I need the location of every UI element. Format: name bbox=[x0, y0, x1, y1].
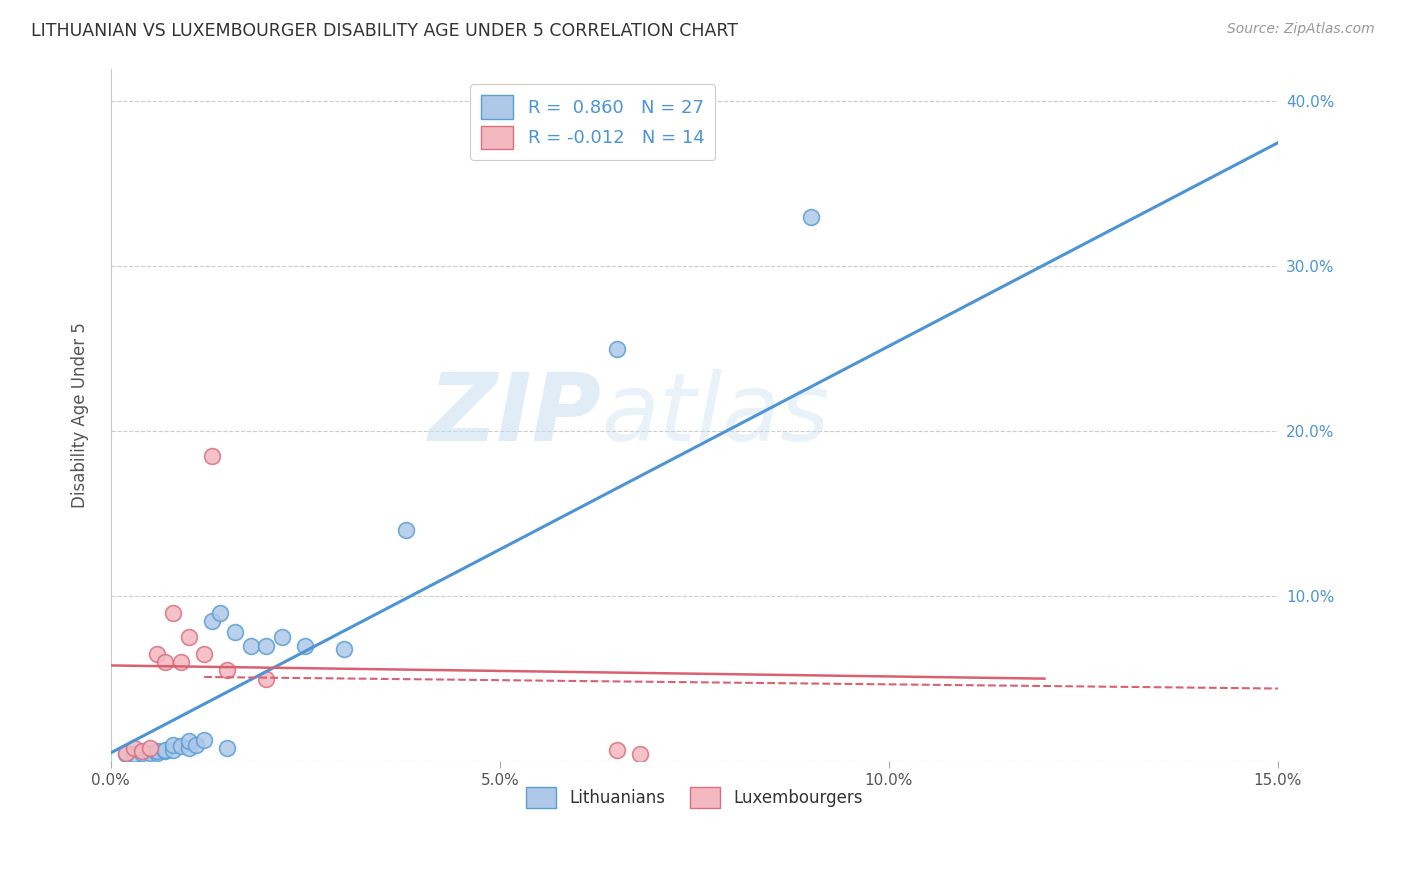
Point bbox=[395, 523, 418, 537]
Point bbox=[201, 614, 224, 628]
Point bbox=[333, 642, 356, 657]
Point bbox=[186, 738, 208, 752]
Point bbox=[628, 747, 651, 762]
Point bbox=[131, 744, 153, 758]
Point bbox=[193, 647, 215, 661]
Point bbox=[115, 747, 138, 762]
Point bbox=[193, 732, 215, 747]
Point bbox=[155, 744, 177, 758]
Legend: Lithuanians, Luxembourgers: Lithuanians, Luxembourgers bbox=[519, 780, 869, 815]
Point bbox=[217, 740, 239, 755]
Point bbox=[606, 342, 628, 356]
Point bbox=[115, 746, 138, 760]
Text: Source: ZipAtlas.com: Source: ZipAtlas.com bbox=[1227, 22, 1375, 37]
Point bbox=[131, 746, 153, 760]
Point bbox=[155, 655, 177, 669]
Point bbox=[177, 740, 200, 755]
Point bbox=[146, 647, 169, 661]
Point bbox=[170, 655, 193, 669]
Point bbox=[162, 738, 184, 752]
Text: LITHUANIAN VS LUXEMBOURGER DISABILITY AGE UNDER 5 CORRELATION CHART: LITHUANIAN VS LUXEMBOURGER DISABILITY AG… bbox=[31, 22, 738, 40]
Text: ZIP: ZIP bbox=[427, 368, 600, 461]
Point bbox=[146, 744, 169, 758]
Point bbox=[177, 734, 200, 748]
Point bbox=[138, 746, 160, 760]
Point bbox=[201, 449, 224, 463]
Point bbox=[294, 639, 316, 653]
Point bbox=[162, 742, 184, 756]
Point bbox=[217, 664, 239, 678]
Y-axis label: Disability Age Under 5: Disability Age Under 5 bbox=[72, 322, 89, 508]
Point bbox=[162, 606, 184, 620]
Point bbox=[155, 742, 177, 756]
Point bbox=[606, 742, 628, 756]
Point bbox=[224, 625, 246, 640]
Point bbox=[146, 746, 169, 760]
Point bbox=[177, 631, 200, 645]
Point bbox=[800, 210, 823, 224]
Point bbox=[271, 631, 294, 645]
Point bbox=[208, 606, 231, 620]
Point bbox=[122, 740, 145, 755]
Point bbox=[170, 739, 193, 754]
Point bbox=[254, 672, 277, 686]
Text: atlas: atlas bbox=[600, 369, 830, 460]
Point bbox=[239, 639, 262, 653]
Point bbox=[254, 639, 277, 653]
Point bbox=[122, 747, 145, 762]
Point bbox=[138, 740, 160, 755]
